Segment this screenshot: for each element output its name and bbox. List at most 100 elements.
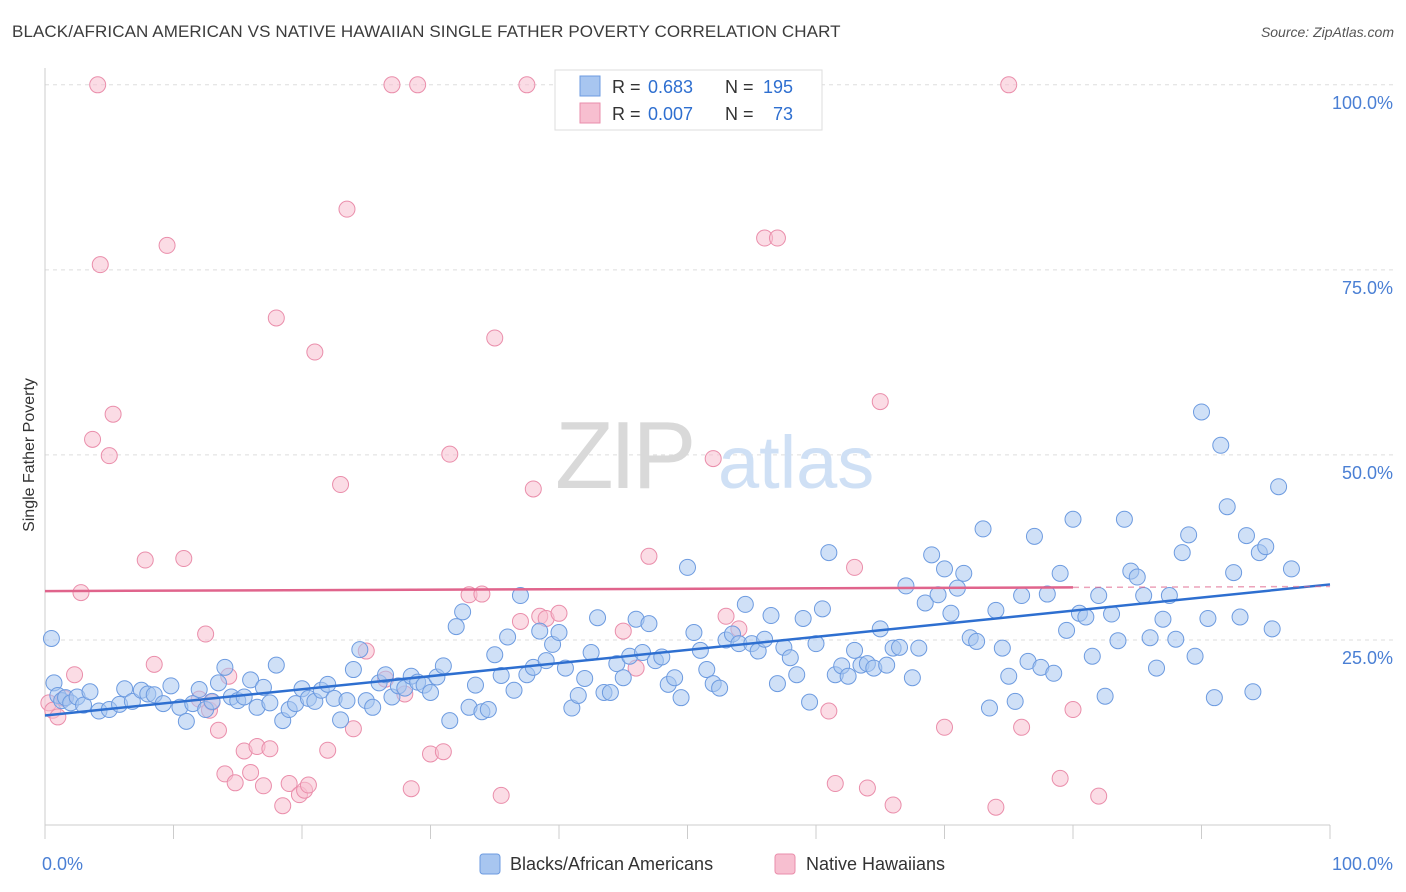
y-tick-labels: 25.0% 50.0% 75.0% 100.0% xyxy=(1332,93,1393,668)
native-hawaiian-point xyxy=(158,236,176,254)
black-african-american-point xyxy=(203,692,221,710)
black-african-american-point xyxy=(1051,564,1069,582)
black-african-american-point xyxy=(1167,630,1185,648)
chart-title: BLACK/AFRICAN AMERICAN VS NATIVE HAWAIIA… xyxy=(12,22,841,41)
black-african-american-point xyxy=(486,646,504,664)
native-hawaiian-point xyxy=(511,612,529,630)
y-tick-label: 25.0% xyxy=(1342,648,1393,668)
native-hawaiian-point xyxy=(89,76,107,94)
black-african-american-point xyxy=(1025,527,1043,545)
x-tick-label-max: 100.0% xyxy=(1332,854,1393,874)
black-african-american-point xyxy=(434,657,452,675)
black-african-american-point xyxy=(711,679,729,697)
black-african-american-point xyxy=(993,639,1011,657)
native-hawaiian-point xyxy=(383,76,401,94)
native-hawaiian-point xyxy=(826,775,844,793)
legend-r-label-1: R = xyxy=(612,77,641,97)
y-tick-label: 50.0% xyxy=(1342,463,1393,483)
black-african-american-point xyxy=(454,603,472,621)
native-hawaiians-trend-line xyxy=(44,586,1074,593)
native-hawaiian-point xyxy=(136,551,154,569)
black-african-american-point xyxy=(344,661,362,679)
black-african-american-point xyxy=(1244,683,1262,701)
black-african-american-point xyxy=(788,666,806,684)
native-hawaiian-point xyxy=(242,763,260,781)
black-african-american-point xyxy=(1212,436,1230,454)
black-african-american-point xyxy=(614,669,632,687)
black-african-american-point xyxy=(1000,667,1018,685)
legend-n-label-1: N = xyxy=(725,77,754,97)
black-african-american-point xyxy=(209,674,227,692)
native-hawaiian-point xyxy=(197,625,215,643)
native-hawaiian-point xyxy=(717,607,735,625)
native-hawaiian-point xyxy=(226,774,244,792)
black-african-american-point xyxy=(768,675,786,693)
native-hawaiian-point xyxy=(987,798,1005,816)
x-tick-labels: 0.0% 100.0% xyxy=(42,854,1393,874)
black-african-american-point xyxy=(254,678,272,696)
native-hawaiian-point xyxy=(72,584,90,602)
legend-swatch-blue xyxy=(579,75,601,97)
y-tick-label: 75.0% xyxy=(1342,278,1393,298)
native-hawaiian-point xyxy=(209,721,227,739)
trend-lines xyxy=(44,583,1331,717)
black-african-american-point xyxy=(685,624,703,642)
y-axis-label: Single Father Poverty xyxy=(21,378,38,532)
native-hawaiian-point xyxy=(344,720,362,738)
native-hawaiians-trend-extension xyxy=(1072,585,1331,589)
black-african-american-point xyxy=(891,638,909,656)
black-african-american-point xyxy=(846,641,864,659)
black-african-american-point xyxy=(576,669,594,687)
black-african-american-point xyxy=(1257,538,1275,556)
native-hawaiian-point xyxy=(306,343,324,361)
watermark: ZIP atlas xyxy=(555,402,874,509)
black-african-american-point xyxy=(1058,621,1076,639)
black-african-american-point xyxy=(447,618,465,636)
native-hawaiian-point xyxy=(84,430,102,448)
black-african-american-point xyxy=(666,669,684,687)
black-african-american-point xyxy=(801,693,819,711)
black-african-american-point xyxy=(377,666,395,684)
black-african-american-point xyxy=(916,594,934,612)
black-african-american-point xyxy=(955,564,973,582)
black-african-american-point xyxy=(1205,689,1223,707)
series-legend-label-pink: Native Hawaiians xyxy=(806,854,945,874)
native-hawaiian-point xyxy=(518,76,536,94)
watermark-zip: ZIP xyxy=(555,402,692,509)
native-hawaiian-point xyxy=(299,776,317,794)
native-hawaiian-point xyxy=(614,622,632,640)
black-african-american-point xyxy=(1186,647,1204,665)
black-african-american-point xyxy=(319,675,337,693)
black-african-american-point xyxy=(974,520,992,538)
native-hawaiian-point xyxy=(145,655,163,673)
black-african-american-point xyxy=(679,558,696,576)
native-hawaiian-point xyxy=(846,558,864,576)
native-hawaiian-point xyxy=(338,200,356,218)
black-african-american-point xyxy=(81,683,99,701)
black-african-american-point xyxy=(116,680,134,698)
native-hawaiian-point xyxy=(936,718,953,736)
native-hawaiian-point xyxy=(175,550,193,568)
native-hawaiians-points xyxy=(40,76,1108,816)
black-african-american-point xyxy=(1045,664,1063,682)
black-african-american-point xyxy=(351,641,369,659)
black-african-american-point xyxy=(531,622,549,640)
black-african-american-point xyxy=(1064,510,1082,528)
black-african-american-point xyxy=(1128,568,1146,586)
x-tick-label-min: 0.0% xyxy=(42,854,83,874)
black-african-american-point xyxy=(1180,526,1198,544)
black-african-american-point xyxy=(537,652,555,670)
black-african-american-point xyxy=(608,655,626,673)
grid-lines xyxy=(45,84,1395,641)
black-african-american-point xyxy=(569,686,587,704)
native-hawaiian-point xyxy=(884,796,902,814)
black-african-american-point xyxy=(813,600,831,618)
black-african-american-point xyxy=(162,677,180,695)
black-african-american-point xyxy=(216,658,234,676)
black-african-american-point xyxy=(42,629,60,647)
black-african-american-point xyxy=(987,601,1005,619)
native-hawaiian-point xyxy=(858,779,876,797)
black-african-american-point xyxy=(839,667,857,685)
native-hawaiian-point xyxy=(274,797,292,815)
